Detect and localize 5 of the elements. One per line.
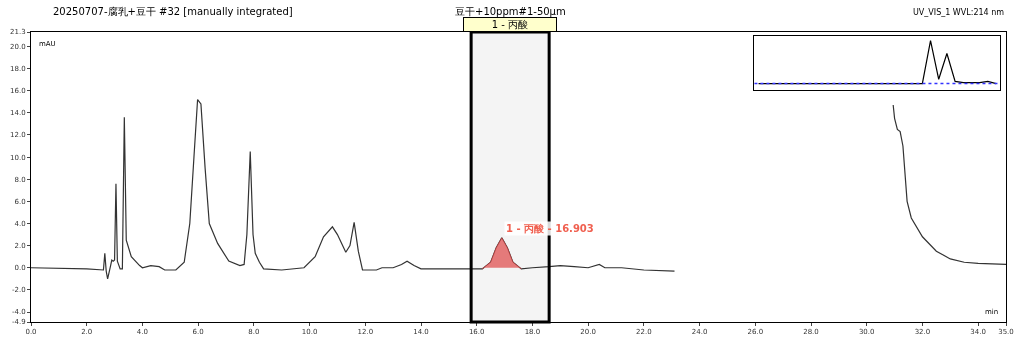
annotation: 1 - 丙酸 - 16.903: [506, 223, 594, 234]
chart-title: 20250707-腐乳+豆干 #32 [manually integrated]: [53, 6, 293, 17]
band-label: 1 - 丙酸: [491, 19, 529, 30]
chart-subtitle: 豆干+10ppm#1-50μm: [455, 6, 566, 17]
text: UV_VIS_1 WVL:214 nm: [913, 8, 1005, 17]
